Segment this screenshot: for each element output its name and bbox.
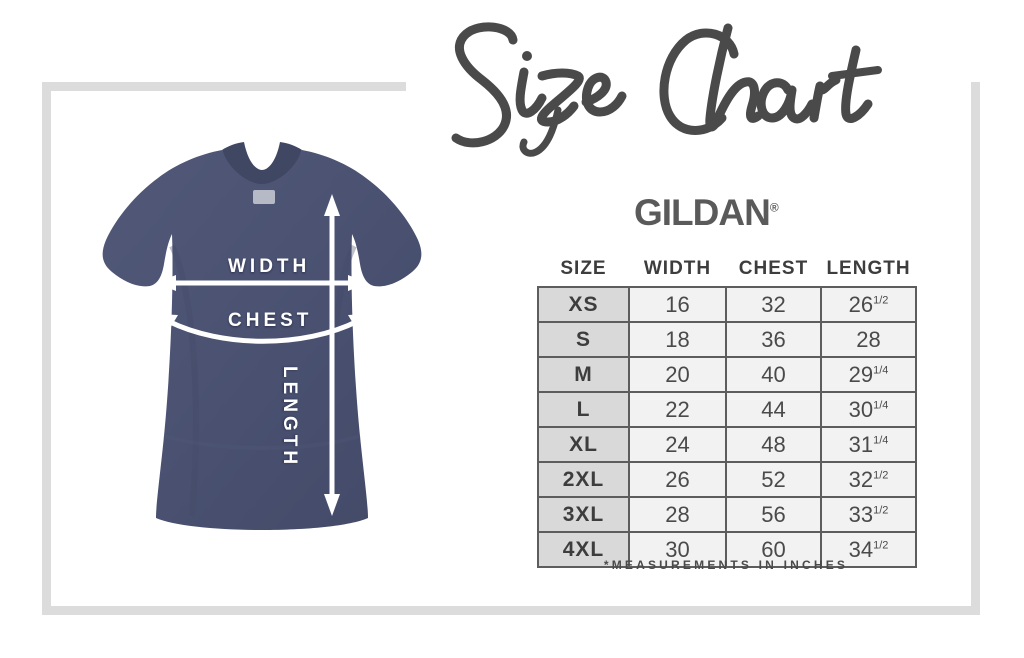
- frame-border-bottom: [42, 606, 980, 615]
- width-label: WIDTH: [228, 256, 311, 277]
- cell-length: 311/4: [820, 426, 917, 463]
- cell-chest: 60: [725, 531, 822, 568]
- cell-length: 331/2: [820, 496, 917, 533]
- cell-chest: 48: [725, 426, 822, 463]
- size-table: SIZE WIDTH CHEST LENGTH XS 16 32 261/2 S 18 36…: [537, 258, 917, 568]
- table-row: 3XL 28 56 331/2: [537, 496, 917, 533]
- header-width: WIDTH: [643, 258, 712, 279]
- cell-width: 28: [628, 496, 727, 533]
- frame-border-right: [971, 82, 980, 615]
- cell-chest: 56: [725, 496, 822, 533]
- cell-width: 18: [628, 321, 727, 358]
- cell-length: 321/2: [820, 461, 917, 498]
- table-row: 2XL 26 52 321/2: [537, 461, 917, 498]
- table-row: M 20 40 291/4: [537, 356, 917, 393]
- length-label: LENGTH: [279, 366, 300, 469]
- cell-size: 4XL: [537, 531, 630, 568]
- cell-length: 301/4: [820, 391, 917, 428]
- chest-arrow: [166, 318, 360, 344]
- cell-chest: 40: [725, 356, 822, 393]
- cell-width: 20: [628, 356, 727, 393]
- cell-width: 22: [628, 391, 727, 428]
- length-fraction: 1/2: [873, 504, 889, 517]
- page-title: [408, 10, 968, 160]
- measurement-footnote: *MEASUREMENTS IN INCHES: [603, 558, 849, 572]
- registered-trademark-icon: ®: [769, 200, 779, 215]
- length-whole: 30: [848, 396, 874, 422]
- size-table-wrapper: SIZE WIDTH CHEST LENGTH XS 16 32 261/2 S 18 36…: [537, 258, 917, 568]
- header-size: SIZE: [560, 258, 607, 279]
- cell-length: 28: [820, 321, 917, 358]
- header-chest: CHEST: [738, 258, 809, 279]
- table-row: L 22 44 301/4: [537, 391, 917, 428]
- chest-label: CHEST: [228, 310, 313, 331]
- cell-size: 2XL: [537, 461, 630, 498]
- length-fraction: 1/4: [873, 399, 889, 412]
- chest-arrow-heads: [158, 314, 368, 330]
- cell-width: 24: [628, 426, 727, 463]
- cell-width: 26: [628, 461, 727, 498]
- cell-size: XL: [537, 426, 630, 463]
- table-row: XL 24 48 311/4: [537, 426, 917, 463]
- brand-logo: GILDAN®: [634, 192, 779, 234]
- length-whole: 29: [848, 361, 874, 387]
- cell-length: 341/2: [820, 531, 917, 568]
- cell-chest: 44: [725, 391, 822, 428]
- frame-border-top: [42, 82, 406, 91]
- length-fraction: 1/2: [873, 539, 889, 552]
- cell-size: L: [537, 391, 630, 428]
- length-whole: 28: [856, 326, 881, 352]
- header-length: LENGTH: [826, 258, 911, 279]
- length-arrow: [324, 194, 340, 516]
- cell-size: S: [537, 321, 630, 358]
- length-whole: 34: [848, 536, 874, 562]
- length-fraction: 1/2: [873, 469, 889, 482]
- length-fraction: 1/4: [873, 364, 889, 377]
- length-whole: 33: [848, 501, 874, 527]
- cell-length: 291/4: [820, 356, 917, 393]
- width-arrow: [156, 275, 368, 291]
- length-fraction: 1/4: [873, 434, 889, 447]
- cell-width: 30: [628, 531, 727, 568]
- cell-size: XS: [537, 286, 630, 323]
- table-header-row: SIZE WIDTH CHEST LENGTH: [538, 258, 916, 287]
- cell-chest: 36: [725, 321, 822, 358]
- length-whole: 31: [848, 431, 874, 457]
- table-row: XS 16 32 261/2: [537, 286, 917, 323]
- table-row: 4XL 30 60 341/2: [537, 531, 917, 568]
- cell-chest: 52: [725, 461, 822, 498]
- length-fraction: 1/2: [873, 294, 889, 307]
- tshirt-illustration: [72, 136, 452, 546]
- cell-size: 3XL: [537, 496, 630, 533]
- cell-length: 261/2: [820, 286, 917, 323]
- cell-width: 16: [628, 286, 727, 323]
- cell-chest: 32: [725, 286, 822, 323]
- frame-border-left: [42, 82, 51, 615]
- length-whole: 32: [848, 466, 874, 492]
- brand-name: GILDAN: [634, 192, 771, 233]
- table-row: S 18 36 28: [537, 321, 917, 358]
- cell-size: M: [537, 356, 630, 393]
- length-whole: 26: [848, 291, 874, 317]
